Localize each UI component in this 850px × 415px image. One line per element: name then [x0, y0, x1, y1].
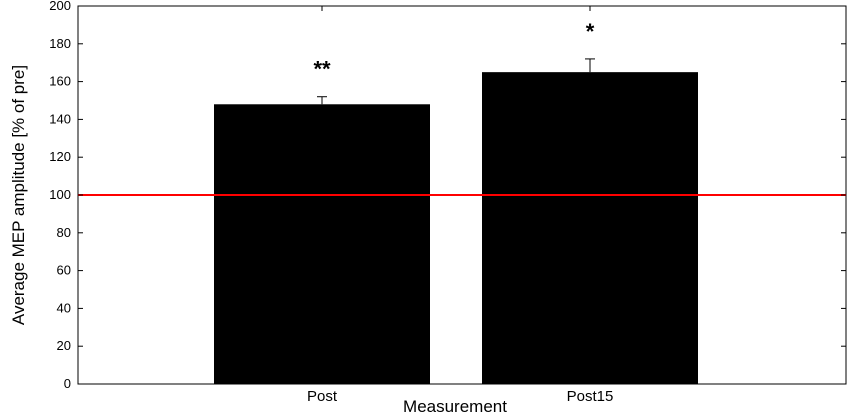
- y-tick-label: 0: [64, 376, 71, 391]
- y-tick-label: 60: [57, 263, 71, 278]
- y-tick-label: 120: [49, 149, 71, 164]
- y-axis: 0 20 40 60 80 100 120 140 160 180 200: [49, 0, 846, 391]
- y-tick-label: 80: [57, 225, 71, 240]
- bar-post: [214, 104, 430, 384]
- y-tick-label: 40: [57, 300, 71, 315]
- significance-marker: **: [313, 57, 331, 82]
- y-tick-label: 200: [49, 0, 71, 13]
- bar-post15: [482, 72, 698, 385]
- x-axis: Post Post15: [307, 6, 613, 405]
- x-axis-title: Measurement: [403, 397, 507, 415]
- x-tick-label: Post: [307, 388, 338, 405]
- y-tick-label: 180: [49, 36, 71, 51]
- significance-marker: *: [586, 19, 595, 44]
- y-tick-label: 140: [49, 111, 71, 126]
- y-axis-title: Average MEP amplitude [% of pre]: [9, 65, 28, 325]
- x-tick-label: Post15: [567, 388, 614, 405]
- y-tick-label: 100: [49, 187, 71, 202]
- bars-layer: ***: [214, 19, 698, 385]
- y-tick-label: 20: [57, 338, 71, 353]
- y-tick-label: 160: [49, 74, 71, 89]
